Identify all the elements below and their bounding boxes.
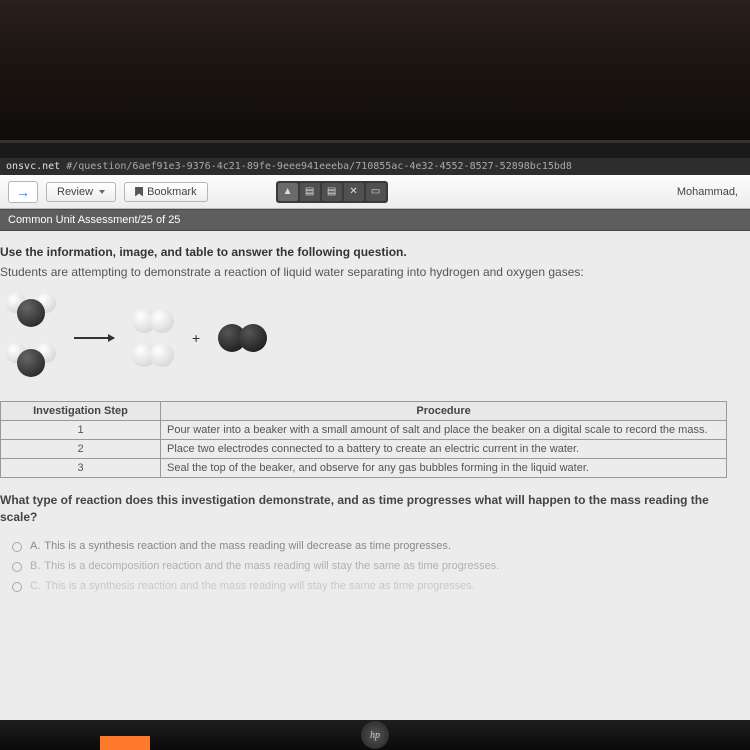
water-molecule-1 — [6, 293, 56, 333]
reactants-column — [6, 293, 56, 383]
url-domain: onsvc.net — [6, 161, 60, 172]
note-tool-icon[interactable]: ▤ — [300, 183, 320, 201]
answer-letter: A. — [30, 540, 40, 552]
table-header-procedure: Procedure — [161, 402, 727, 421]
pointer-tool-icon[interactable]: ▲ — [278, 183, 298, 201]
answer-option-a[interactable]: A. This is a synthesis reaction and the m… — [0, 536, 742, 556]
next-arrow-button[interactable]: → — [8, 181, 38, 203]
comment-tool-icon[interactable]: ▭ — [366, 183, 386, 201]
procedure-cell: Pour water into a beaker with a small am… — [161, 421, 727, 440]
table-row: 3 Seal the top of the beaker, and observ… — [1, 459, 727, 478]
radio-icon[interactable] — [12, 562, 22, 572]
answer-text: This is a synthesis reaction and the mas… — [44, 540, 451, 552]
step-cell: 1 — [1, 421, 161, 440]
review-label: Review — [57, 186, 93, 198]
plus-symbol: + — [192, 330, 200, 346]
instruction-body: Students are attempting to demonstrate a… — [0, 265, 742, 279]
procedure-cell: Seal the top of the beaker, and observe … — [161, 459, 727, 478]
bookmark-label: Bookmark — [147, 186, 197, 198]
hydrogen-column — [132, 309, 174, 367]
bookmark-button[interactable]: Bookmark — [124, 182, 208, 202]
chevron-down-icon — [99, 190, 105, 194]
hydrogen-molecule-2 — [132, 343, 174, 367]
orange-sticky-tab — [100, 736, 150, 750]
screen-area: onsvc.net #/question/6aef91e3-9376-4c21-… — [0, 158, 750, 720]
radio-icon[interactable] — [12, 542, 22, 552]
table-row: 1 Pour water into a beaker with a small … — [1, 421, 727, 440]
answer-letter: B. — [30, 560, 40, 572]
question-prompt: What type of reaction does this investig… — [0, 492, 742, 526]
answer-option-b[interactable]: B. This is a decomposition reaction and t… — [0, 556, 742, 576]
close-tool-icon[interactable]: ✕ — [344, 183, 364, 201]
note2-tool-icon[interactable]: ▤ — [322, 183, 342, 201]
laptop-frame: onsvc.net #/question/6aef91e3-9376-4c21-… — [0, 140, 750, 750]
bookmark-icon — [135, 187, 143, 197]
answer-letter: C. — [30, 580, 41, 592]
answer-text: This is a decomposition reaction and the… — [44, 560, 499, 572]
browser-url-bar[interactable]: onsvc.net #/question/6aef91e3-9376-4c21-… — [0, 158, 750, 175]
progress-position: 25 of 25 — [141, 214, 181, 226]
procedure-cell: Place two electrodes connected to a batt… — [161, 440, 727, 459]
instruction-heading: Use the information, image, and table to… — [0, 245, 742, 259]
table-header-step: Investigation Step — [1, 402, 161, 421]
step-cell: 2 — [1, 440, 161, 459]
review-button[interactable]: Review — [46, 182, 116, 202]
answer-option-c[interactable]: C. This is a synthesis reaction and the m… — [0, 576, 742, 596]
assessment-progress-bar: Common Unit Assessment / 25 of 25 — [0, 209, 750, 231]
assessment-title: Common Unit Assessment — [8, 214, 138, 226]
question-content: Use the information, image, and table to… — [0, 231, 750, 604]
reaction-arrow-icon — [74, 337, 114, 339]
water-molecule-2 — [6, 343, 56, 383]
step-cell: 3 — [1, 459, 161, 478]
radio-icon[interactable] — [12, 582, 22, 592]
hp-logo-icon: hp — [361, 721, 389, 749]
procedure-table: Investigation Step Procedure 1 Pour wate… — [0, 401, 727, 478]
url-path: #/question/6aef91e3-9376-4c21-89fe-9eee9… — [60, 161, 572, 172]
table-row: 2 Place two electrodes connected to a ba… — [1, 440, 727, 459]
photo-background — [0, 0, 750, 140]
editor-tool-group: ▲ ▤ ▤ ✕ ▭ — [276, 181, 388, 203]
reaction-diagram: + — [0, 293, 742, 383]
app-toolbar: → Review Bookmark ▲ ▤ ▤ ✕ ▭ Mohammad, — [0, 175, 750, 209]
oxygen-molecule — [218, 324, 267, 352]
hydrogen-molecule-1 — [132, 309, 174, 333]
answer-text: This is a synthesis reaction and the mas… — [45, 580, 475, 592]
username-label: Mohammad, — [677, 186, 742, 198]
